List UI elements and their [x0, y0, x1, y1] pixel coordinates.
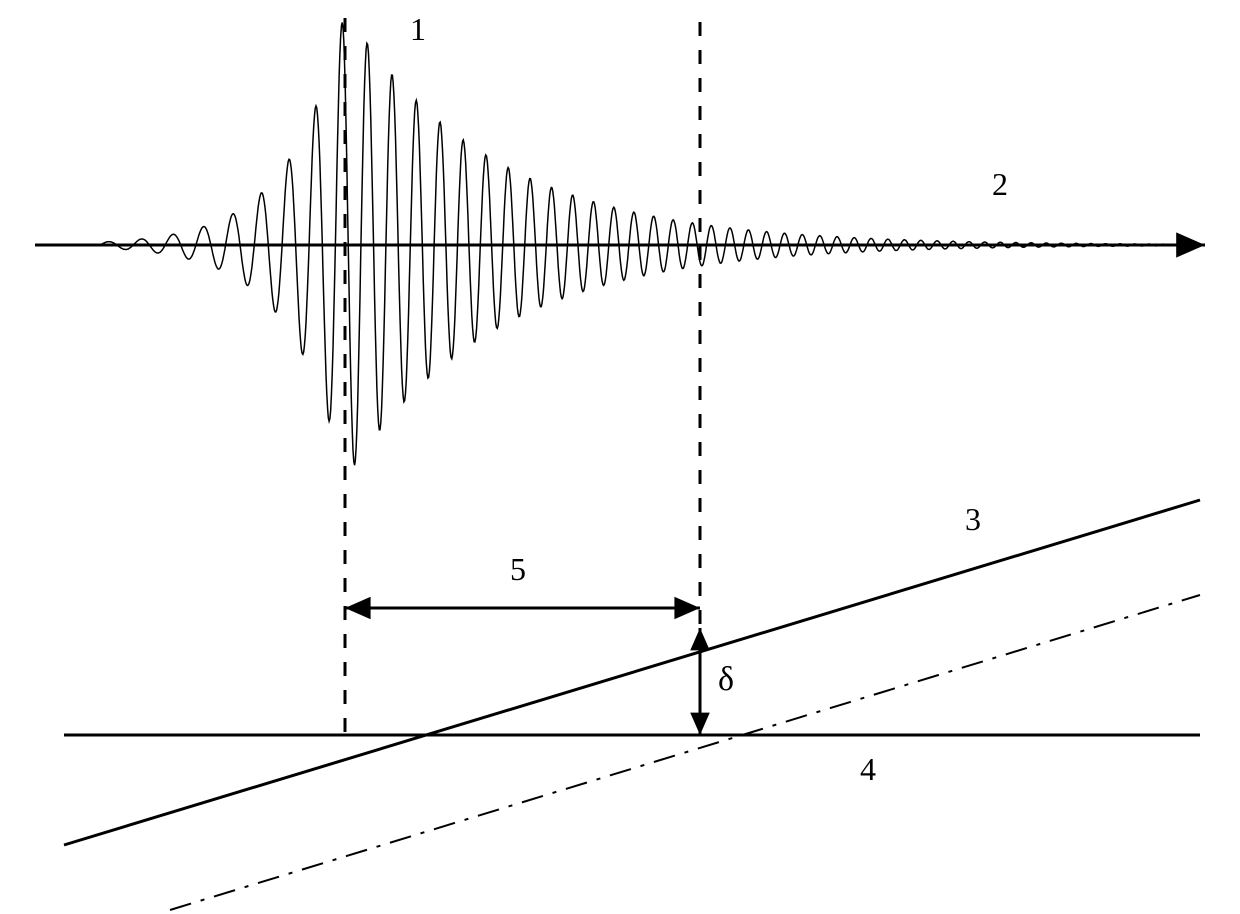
label-delta: δ	[718, 661, 734, 698]
label-two: 2	[992, 166, 1008, 202]
x-axis-arrowhead	[1176, 232, 1205, 257]
label-five: 5	[510, 551, 526, 587]
label-four: 4	[860, 751, 876, 787]
dimension-delta-arrow-top	[690, 628, 710, 650]
dimension-5-arrow-right	[674, 597, 700, 619]
dimension-delta-arrow-bottom	[690, 713, 710, 735]
dimension-5-arrow-left	[345, 597, 371, 619]
line-3-solid	[64, 500, 1200, 845]
line-dashdot	[170, 595, 1200, 910]
label-three: 3	[965, 501, 981, 537]
label-one: 1	[410, 11, 426, 47]
